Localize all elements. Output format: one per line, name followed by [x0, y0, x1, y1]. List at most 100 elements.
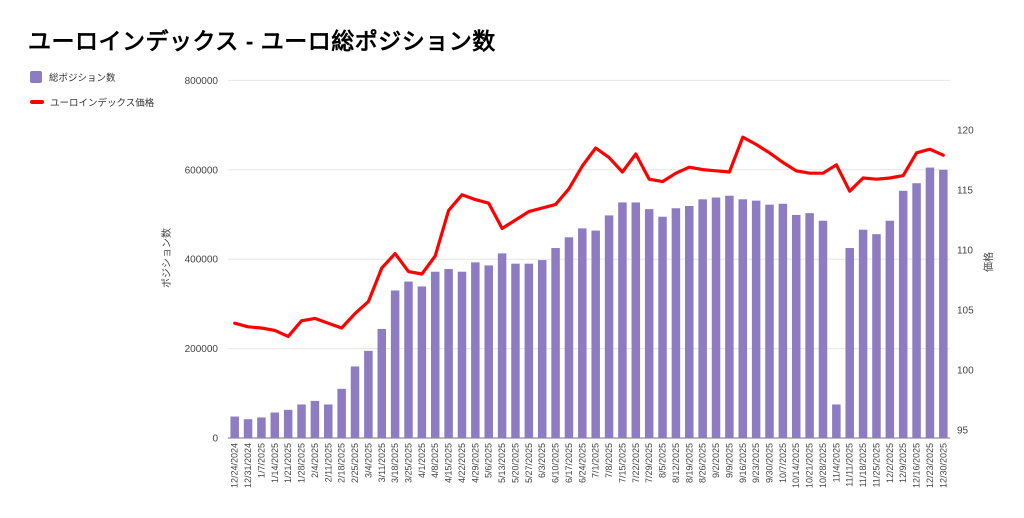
x-tick-label: 2/4/2025 — [310, 443, 320, 478]
bar — [257, 417, 266, 438]
x-tick-label: 7/22/2025 — [631, 443, 641, 483]
left-axis-tick-label: 400000 — [185, 255, 219, 266]
x-tick-label: 7/1/2025 — [591, 443, 601, 478]
bar — [524, 263, 534, 438]
x-tick-label: 10/28/2025 — [818, 443, 828, 488]
x-tick-label: 9/30/2025 — [765, 443, 775, 483]
bar — [324, 404, 333, 438]
right-axis-tick-label: 100 — [957, 366, 974, 377]
x-tick-label: 12/23/2025 — [925, 443, 935, 488]
x-tick-label: 5/27/2025 — [524, 443, 534, 483]
bar — [511, 263, 520, 438]
x-axis-tick-labels: 12/24/2024 12/31/2024 1/7/2025 1/14/2025 1/2… — [230, 443, 949, 488]
x-tick-label: 11/25/2025 — [871, 443, 881, 487]
bar — [270, 412, 280, 438]
bar — [805, 213, 814, 438]
bar — [578, 228, 587, 438]
x-tick-label: 12/31/2024 — [243, 443, 253, 488]
bar — [858, 229, 868, 438]
bar — [872, 234, 881, 438]
x-tick-label: 4/1/2025 — [417, 443, 427, 478]
bar — [631, 202, 641, 438]
bar — [778, 203, 788, 438]
price-line-series — [233, 135, 945, 338]
bar — [564, 237, 574, 438]
bar — [350, 366, 360, 438]
x-tick-label: 4/22/2025 — [457, 443, 467, 483]
x-tick-label: 9/2/2025 — [711, 443, 721, 478]
bar — [912, 183, 921, 438]
bar — [832, 404, 841, 438]
x-tick-label: 9/16/2025 — [738, 443, 748, 483]
bar — [497, 253, 507, 438]
x-tick-label: 12/2/2025 — [885, 443, 895, 483]
bar — [310, 400, 320, 438]
legend-bar-swatch-icon — [30, 71, 42, 83]
x-tick-label: 12/9/2025 — [898, 443, 908, 483]
bar — [725, 195, 734, 438]
bar — [390, 290, 400, 438]
left-axis-title: ポジション数 — [160, 228, 173, 288]
x-tick-label: 5/6/2025 — [484, 443, 494, 478]
bar — [711, 197, 721, 438]
legend-item-positions: 総ポジション数 — [30, 70, 154, 84]
bar — [444, 269, 453, 438]
bar — [457, 271, 467, 438]
x-tick-label: 4/8/2025 — [430, 443, 440, 478]
bar — [751, 200, 761, 438]
bar — [791, 214, 801, 438]
x-tick-label: 11/18/2025 — [858, 443, 868, 487]
bar — [364, 350, 373, 438]
bar — [765, 204, 774, 438]
legend-line-swatch-icon — [30, 100, 44, 104]
right-axis-tick-label: 105 — [957, 306, 974, 317]
x-tick-label: 8/19/2025 — [684, 443, 694, 483]
right-axis-tick-label: 95 — [957, 426, 969, 437]
x-tick-label: 11/4/2025 — [831, 443, 841, 482]
x-tick-label: 3/25/2025 — [404, 443, 414, 483]
x-tick-label: 11/11/2025 — [845, 443, 855, 487]
right-axis-tick-label: 110 — [957, 246, 973, 257]
x-tick-label: 2/25/2025 — [350, 443, 360, 483]
left-axis-tick-label: 800000 — [185, 76, 219, 87]
bar — [898, 190, 908, 438]
right-axis-tick-label: 120 — [957, 126, 974, 137]
left-axis-tick-label: 600000 — [185, 165, 219, 176]
bar — [430, 271, 440, 438]
bar — [604, 215, 614, 438]
x-tick-label: 8/5/2025 — [658, 443, 668, 478]
x-tick-label: 6/3/2025 — [537, 443, 547, 478]
bar — [297, 404, 306, 438]
price-line — [233, 135, 945, 338]
x-tick-label: 12/30/2025 — [938, 443, 948, 488]
x-tick-label: 1/28/2025 — [297, 443, 307, 483]
x-tick-label: 1/21/2025 — [283, 443, 293, 483]
x-tick-label: 9/23/2025 — [751, 443, 761, 483]
x-tick-label: 12/16/2025 — [912, 443, 922, 488]
x-tick-label: 10/21/2025 — [805, 443, 815, 488]
x-tick-label: 7/15/2025 — [617, 443, 627, 483]
legend-item-price: ユーロインデックス価格 — [30, 95, 154, 109]
right-axis-title: 価格 — [982, 252, 995, 272]
gridlines — [228, 79, 950, 439]
left-axis-tick-labels: 0 200000 400000 600000 800000 — [185, 76, 219, 445]
bar — [537, 260, 547, 438]
x-tick-label: 3/11/2025 — [377, 443, 387, 482]
bar — [377, 328, 387, 438]
bar — [471, 262, 480, 438]
legend-label-price: ユーロインデックス価格 — [50, 98, 155, 109]
right-axis-tick-label: 115 — [957, 186, 973, 197]
x-tick-label: 8/12/2025 — [671, 443, 681, 483]
bar — [337, 388, 346, 438]
x-tick-label: 4/29/2025 — [470, 443, 480, 483]
x-tick-label: 5/13/2025 — [497, 443, 507, 483]
bar — [484, 265, 493, 438]
bar — [738, 199, 748, 438]
x-tick-label: 1/7/2025 — [256, 443, 266, 478]
x-tick-label: 4/15/2025 — [444, 443, 454, 483]
left-axis-tick-label: 0 — [212, 434, 218, 445]
x-tick-label: 6/24/2025 — [577, 443, 587, 483]
bar — [658, 216, 667, 438]
bar — [925, 167, 935, 438]
